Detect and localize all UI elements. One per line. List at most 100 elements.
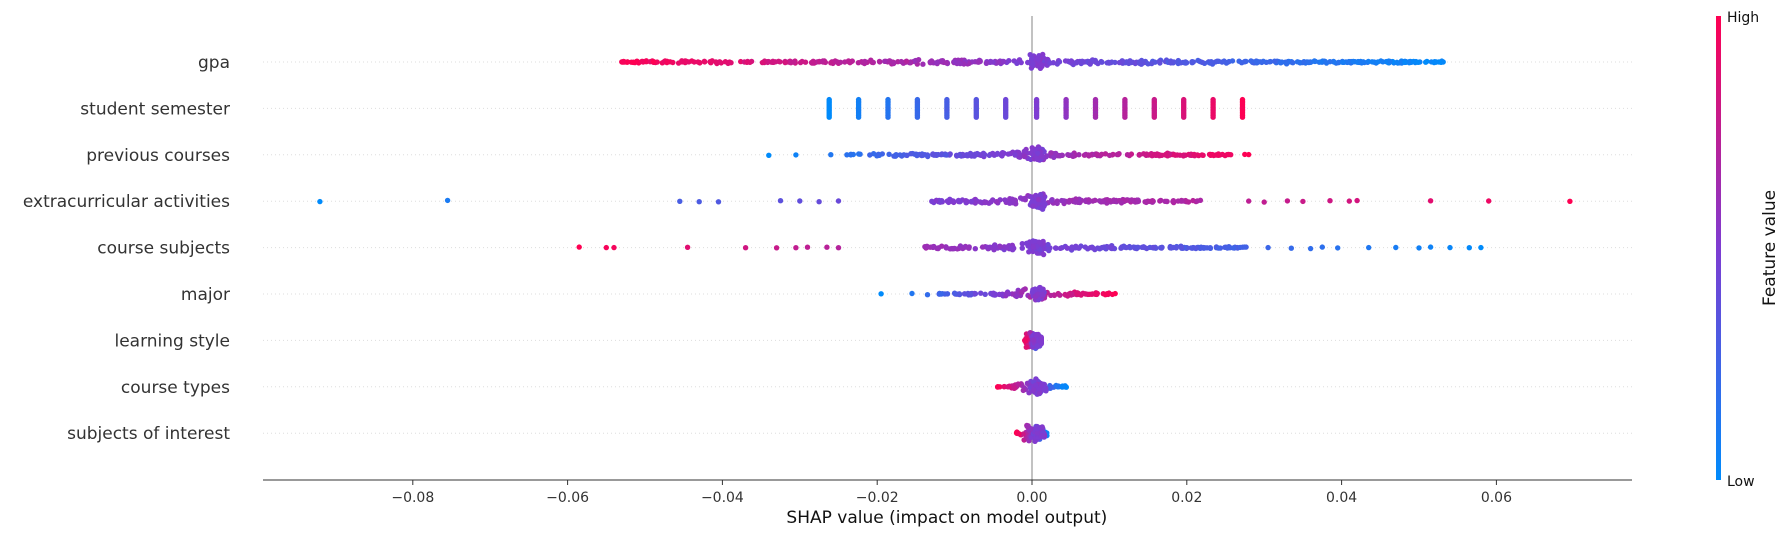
x-tick-label: 0.04 — [1326, 490, 1357, 506]
data-point — [1248, 58, 1254, 64]
data-point — [1013, 293, 1020, 300]
data-point — [938, 58, 944, 64]
data-point — [742, 245, 749, 251]
feature-label: course subjects — [97, 239, 230, 259]
data-point — [1208, 59, 1214, 65]
data-point — [1017, 195, 1024, 201]
data-point — [1440, 59, 1446, 65]
data-point — [793, 152, 799, 158]
data-point — [1230, 245, 1237, 251]
data-point — [933, 197, 940, 203]
feature-label: extracurricular activities — [23, 192, 230, 212]
data-point — [722, 59, 729, 65]
data-point — [1567, 198, 1573, 204]
data-point — [826, 114, 832, 120]
data-point — [791, 59, 797, 65]
data-point — [1162, 198, 1168, 204]
data-point — [1151, 151, 1157, 158]
data-point — [1340, 59, 1346, 65]
data-point — [1157, 245, 1164, 251]
data-point — [1145, 61, 1151, 67]
data-point — [1175, 198, 1181, 204]
data-point — [1039, 424, 1045, 430]
data-point — [918, 152, 925, 159]
data-point — [1327, 198, 1333, 204]
data-point — [931, 243, 937, 250]
data-point — [950, 198, 957, 204]
data-point — [1294, 59, 1301, 65]
data-point — [1048, 150, 1054, 156]
data-point — [990, 197, 996, 203]
data-point — [1093, 291, 1100, 297]
data-point — [1021, 195, 1028, 202]
data-point — [828, 152, 834, 158]
data-point — [1100, 199, 1106, 205]
data-point — [1038, 335, 1045, 342]
data-point — [1085, 197, 1092, 203]
data-point — [956, 152, 962, 158]
data-point — [682, 58, 688, 64]
data-point — [1236, 58, 1242, 64]
data-point — [689, 58, 695, 64]
data-point — [1196, 152, 1202, 159]
data-point — [804, 244, 811, 250]
feature-label: student semester — [80, 99, 230, 119]
data-point — [960, 245, 966, 252]
data-point — [983, 60, 990, 66]
data-point — [992, 242, 998, 248]
data-point — [1187, 152, 1193, 158]
data-point — [1035, 150, 1041, 157]
dots-layer — [317, 51, 1573, 444]
data-point — [1318, 59, 1324, 65]
data-point — [1070, 153, 1076, 159]
data-point — [955, 60, 962, 66]
data-point — [1290, 60, 1296, 66]
data-point — [1006, 383, 1012, 390]
data-point — [1172, 152, 1178, 158]
data-point — [1124, 152, 1131, 158]
data-point — [695, 59, 701, 65]
data-point — [1079, 58, 1085, 65]
data-point — [1104, 197, 1110, 203]
data-point — [444, 197, 451, 204]
data-point — [1331, 59, 1337, 65]
data-point — [1402, 59, 1408, 66]
data-point — [1035, 196, 1042, 203]
data-point — [1224, 151, 1230, 158]
data-point — [955, 197, 962, 204]
data-point — [611, 244, 617, 251]
data-point — [1369, 59, 1375, 65]
data-point — [990, 150, 996, 157]
data-point — [938, 198, 944, 204]
data-point — [944, 114, 950, 120]
data-point — [1366, 244, 1372, 251]
data-point — [855, 60, 862, 66]
data-point — [925, 153, 931, 160]
data-point — [1200, 152, 1206, 158]
data-point — [951, 290, 958, 296]
data-point — [1019, 241, 1025, 247]
data-point — [1005, 151, 1011, 157]
data-point — [1065, 152, 1071, 158]
data-point — [1345, 59, 1351, 65]
data-point — [1207, 245, 1213, 251]
data-point — [856, 151, 862, 157]
data-point — [1179, 198, 1185, 204]
feature-label: course types — [121, 378, 230, 398]
data-point — [914, 114, 921, 120]
data-point — [909, 290, 915, 297]
data-point — [944, 198, 950, 204]
x-tick-label: −0.02 — [856, 490, 899, 506]
data-point — [1142, 199, 1148, 205]
data-point — [1140, 244, 1147, 250]
data-point — [1242, 151, 1248, 158]
data-point — [886, 151, 892, 157]
data-point — [1011, 385, 1017, 391]
data-point — [1162, 152, 1169, 158]
data-point — [1112, 290, 1118, 297]
data-point — [670, 59, 676, 66]
data-point — [835, 245, 842, 251]
data-point — [1031, 337, 1037, 343]
data-point — [1092, 114, 1099, 120]
data-point — [867, 152, 873, 158]
